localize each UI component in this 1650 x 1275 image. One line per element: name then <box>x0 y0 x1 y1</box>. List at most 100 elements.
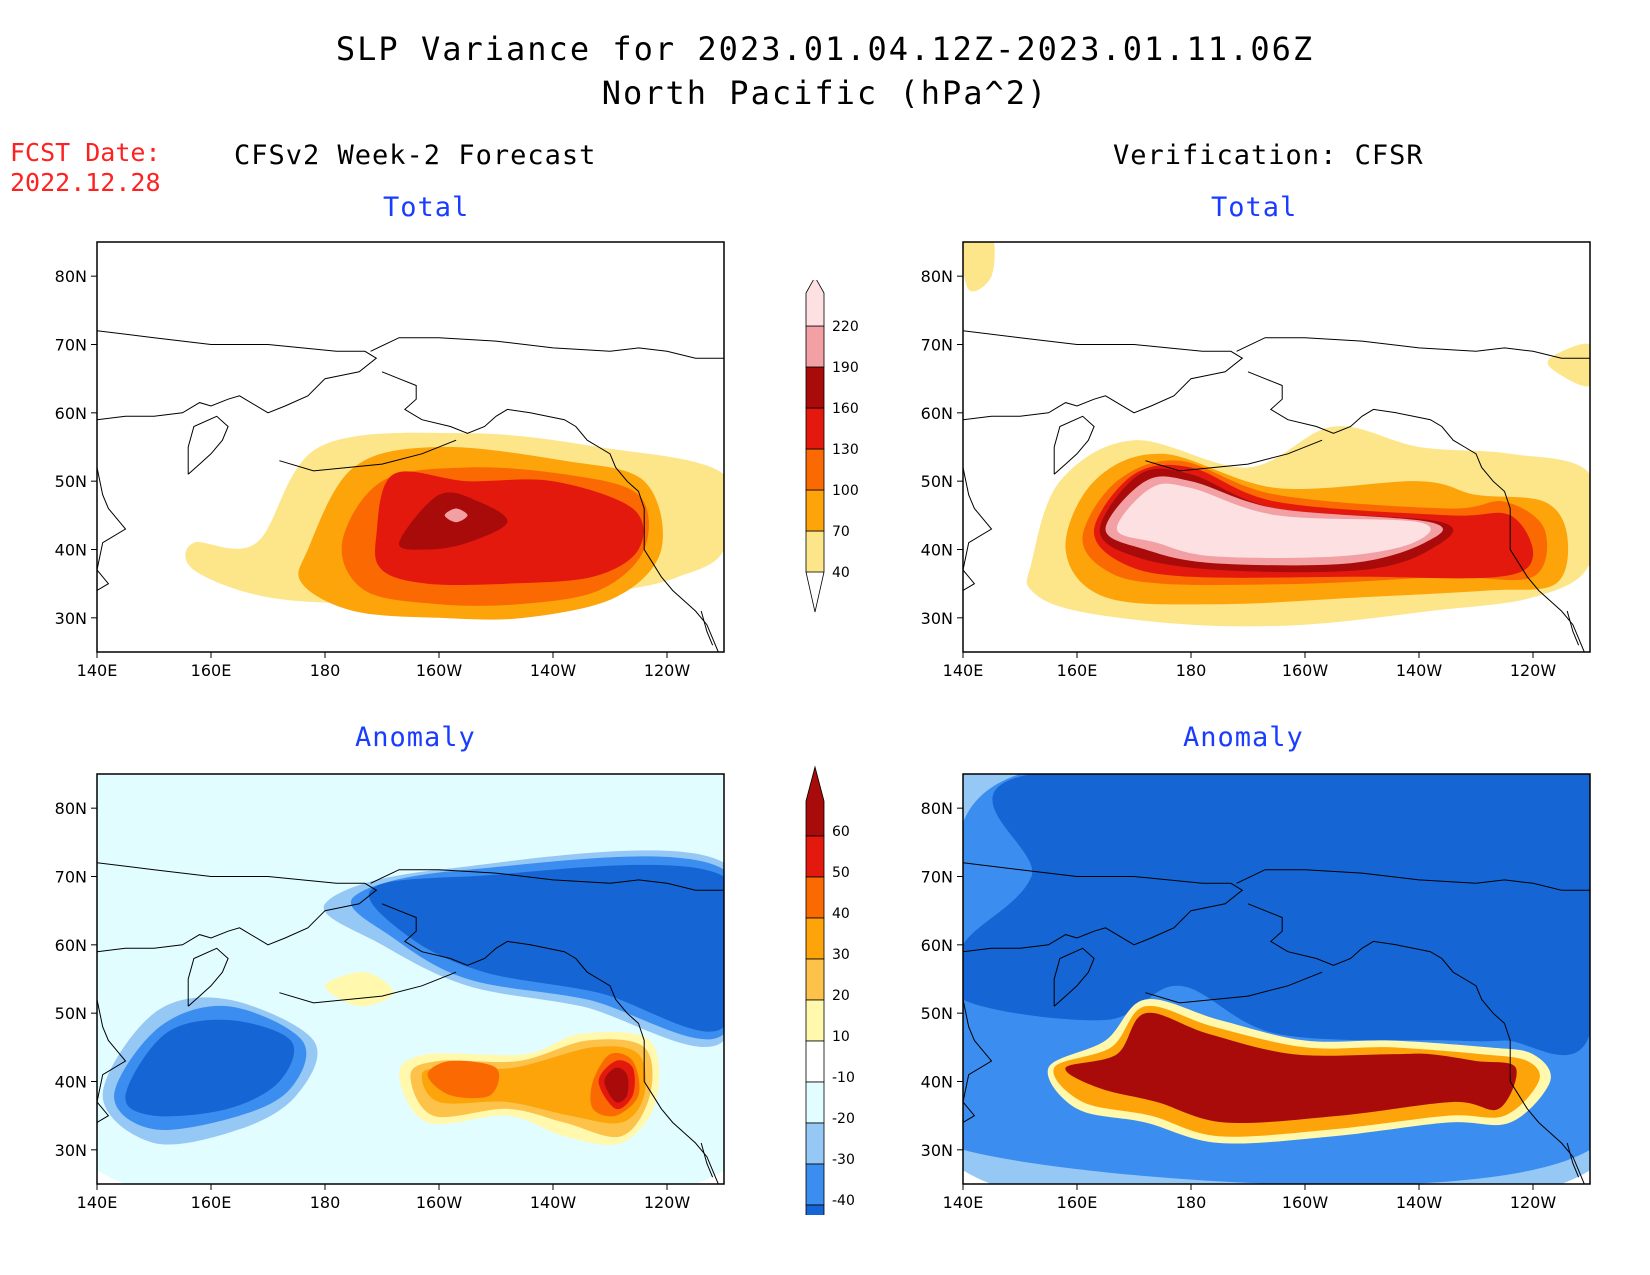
y-tick-label: 30N <box>55 609 87 628</box>
coastline <box>1053 415 1095 475</box>
anomaly-colorbar-label: -40 <box>832 1193 855 1209</box>
coastline <box>1236 869 1590 891</box>
y-tick-label: 40N <box>55 541 87 560</box>
y-tick-label: 60N <box>55 936 87 955</box>
x-tick-label: 160W <box>1282 661 1329 680</box>
coastline <box>370 869 724 891</box>
anomaly-colorbar: 60 50 40 30 20 10 -10 -20 -30 -40 <box>805 765 855 1215</box>
x-tick-label: 160W <box>416 1193 463 1212</box>
x-tick-label: 160E <box>191 661 232 680</box>
coastline <box>963 467 993 591</box>
total-colorbar-swatch <box>805 280 825 327</box>
fcst-date-value: 2022.12.28 <box>10 168 161 197</box>
x-tick-label: 160W <box>416 661 463 680</box>
coastline <box>187 415 229 475</box>
y-tick-label: 70N <box>921 868 953 887</box>
y-tick-label: 40N <box>921 541 953 560</box>
y-tick-label: 50N <box>921 1004 953 1023</box>
x-tick-label: 120W <box>1510 661 1557 680</box>
verification-column-title: Verification: CFSR <box>1113 140 1424 171</box>
x-tick-label: 120W <box>644 661 691 680</box>
coastline <box>1247 903 1585 1184</box>
plot-frame <box>96 241 725 653</box>
total-colorbar-swatch <box>805 325 825 368</box>
coastline <box>279 971 457 1004</box>
plot-frame <box>962 773 1591 1185</box>
coastline <box>381 371 719 652</box>
coastline <box>1053 947 1095 1007</box>
x-tick-label: 120W <box>644 1193 691 1212</box>
coastline <box>1247 371 1585 652</box>
x-tick-label: 180 <box>310 1193 341 1212</box>
forecast-total-title: Total <box>383 192 470 223</box>
coastline <box>279 439 457 472</box>
y-tick-label: 70N <box>55 868 87 887</box>
y-tick-label: 30N <box>55 1141 87 1160</box>
y-tick-label: 70N <box>921 336 953 355</box>
forecast-anomaly-contour-6 <box>125 1019 295 1117</box>
anomaly-colorbar-label: -20 <box>832 1111 855 1127</box>
forecast-anomaly-title: Anomaly <box>355 722 476 753</box>
chart-title: SLP Variance for 2023.01.04.12Z-2023.01.… <box>335 30 1315 68</box>
coastline <box>1566 1142 1580 1178</box>
total-colorbar-label: 130 <box>832 442 859 458</box>
coastline <box>1236 337 1590 359</box>
verification-total-map: 140E 160E 180 160W 140W 120W 80N 70N 60N 50N 40N 30… <box>921 241 1591 680</box>
anomaly-colorbar-label: 10 <box>832 1029 850 1045</box>
total-colorbar-label: 70 <box>832 524 850 540</box>
x-tick-label: 180 <box>1176 1193 1207 1212</box>
anomaly-colorbar-label: 60 <box>832 824 850 840</box>
anomaly-colorbar-swatch <box>805 999 825 1042</box>
y-tick-label: 50N <box>55 472 87 491</box>
y-tick-label: 80N <box>55 799 87 818</box>
anomaly-colorbar-swatch <box>805 835 825 878</box>
anomaly-colorbar-swatch <box>805 765 825 837</box>
y-tick-label: 80N <box>921 799 953 818</box>
forecast-total-contour-5 <box>444 508 468 523</box>
forecast-anomaly-contour-7 <box>324 972 394 1007</box>
total-colorbar-label: 160 <box>832 401 859 417</box>
forecast-anomaly-contour-11 <box>427 1060 500 1099</box>
x-tick-label: 140E <box>77 1193 118 1212</box>
verification-anomaly-title: Anomaly <box>1183 722 1304 753</box>
anomaly-colorbar-label: 30 <box>832 947 850 963</box>
anomaly-colorbar-swatch <box>805 958 825 1001</box>
chart-subtitle: North Pacific (hPa^2) <box>601 74 1049 112</box>
coastline <box>1566 610 1580 646</box>
coastline <box>97 330 378 421</box>
y-tick-label: 50N <box>921 472 953 491</box>
coastline <box>963 862 1244 953</box>
anomaly-colorbar-label: 50 <box>832 865 850 881</box>
y-tick-label: 80N <box>55 267 87 286</box>
x-tick-label: 180 <box>310 661 341 680</box>
anomaly-colorbar-swatch <box>805 1081 825 1124</box>
x-tick-label: 160E <box>191 1193 232 1212</box>
total-colorbar-label: 100 <box>832 483 859 499</box>
total-colorbar-label: 220 <box>832 319 859 335</box>
forecast-total-map: 140E 160E 180 160W 140W 120W 80N 70N 60N 50N 40N 30… <box>55 241 725 680</box>
anomaly-colorbar-label: 20 <box>832 988 850 1004</box>
total-colorbar-label: 40 <box>832 565 850 581</box>
anomaly-colorbar-swatch <box>805 1040 825 1083</box>
coastline <box>97 862 378 953</box>
coastline <box>97 999 127 1123</box>
x-tick-label: 180 <box>1176 661 1207 680</box>
coastline <box>1145 439 1323 472</box>
x-tick-label: 140W <box>1396 1193 1443 1212</box>
anomaly-colorbar-swatch <box>805 1122 825 1165</box>
verification-total-contour-0 <box>963 242 995 292</box>
y-tick-label: 40N <box>921 1073 953 1092</box>
y-tick-label: 60N <box>921 936 953 955</box>
y-tick-label: 30N <box>921 609 953 628</box>
total-colorbar-swatch <box>805 366 825 409</box>
anomaly-colorbar-swatch <box>805 1163 825 1206</box>
verification-total-contour-1 <box>1547 343 1590 387</box>
y-tick-label: 30N <box>921 1141 953 1160</box>
anomaly-colorbar-swatch <box>805 1204 825 1215</box>
fcst-date-caption: FCST Date: <box>10 138 161 167</box>
anomaly-colorbar-label: -30 <box>832 1152 855 1168</box>
coastline <box>963 999 993 1123</box>
verification-total-contour-8 <box>1116 483 1431 559</box>
verification-anomaly-contour-2 <box>963 774 1590 1055</box>
y-tick-label: 70N <box>55 336 87 355</box>
